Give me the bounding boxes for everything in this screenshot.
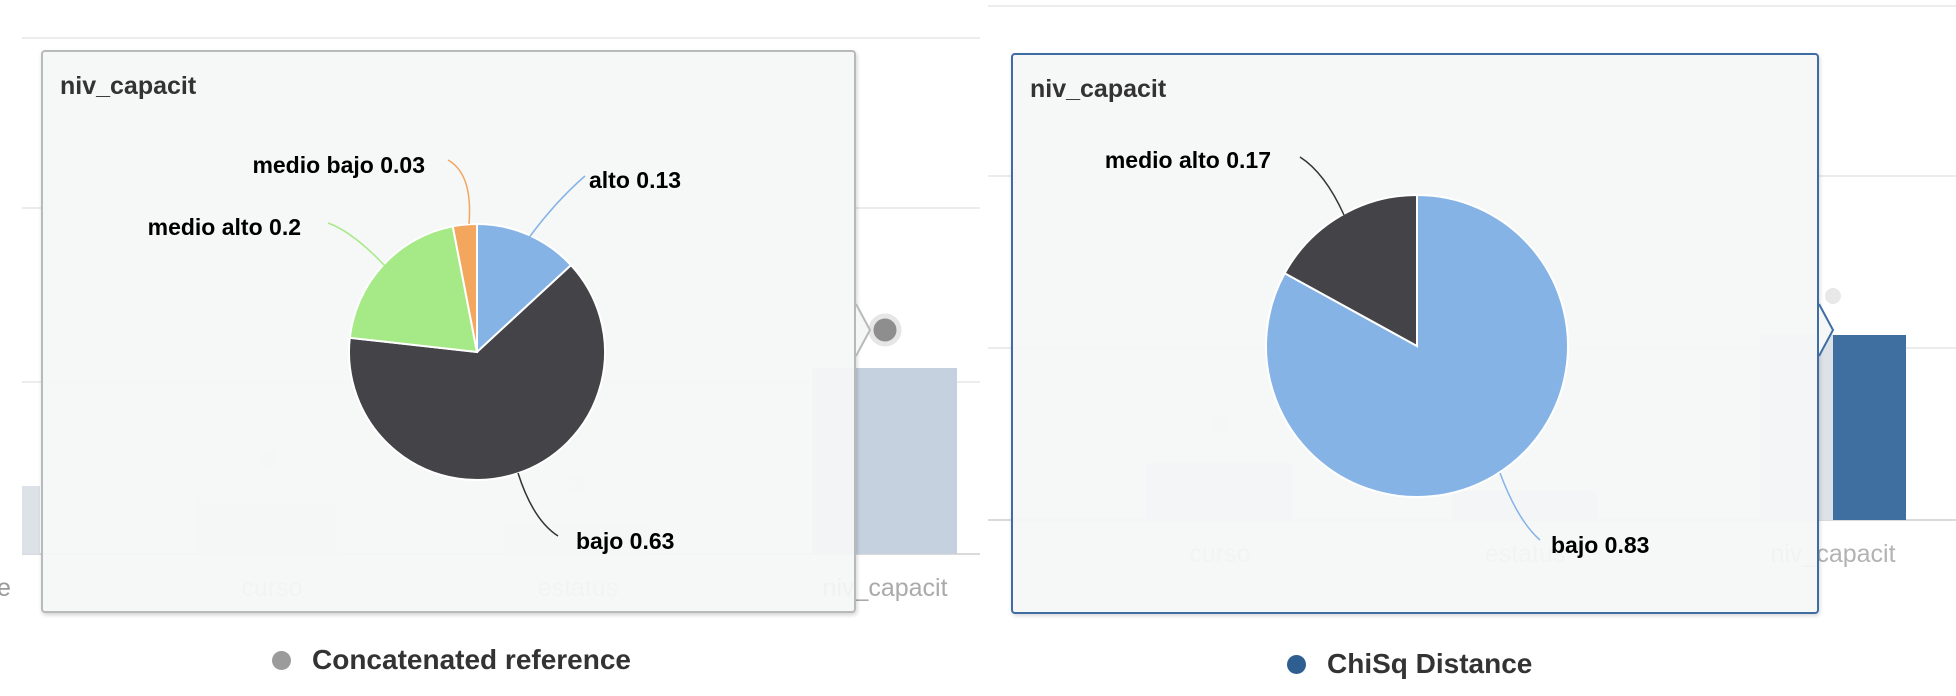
pie-slice-alto[interactable]	[476, 222, 573, 355]
tooltip-title: niv_capacit	[1030, 75, 1167, 103]
leader-line-medio-alto	[327, 222, 386, 267]
data-label-bajo: bajo 0.83	[1551, 532, 1649, 558]
chisq-bar-niv-capacit	[1833, 335, 1906, 520]
leader-line-medio-alto	[1299, 156, 1345, 216]
leader-line-alto	[527, 175, 586, 240]
leader-line-medio-bajo	[447, 159, 471, 225]
pie-chart-right: bajo 0.83 medio alto 0.17	[1105, 147, 1650, 558]
pie-slice-medio-alto[interactable]	[1283, 193, 1418, 348]
tooltip-pointer-right	[1818, 303, 1835, 357]
pie-tooltip-left: niv_capacit alto 0.13 bajo 0.63 medio alto…	[41, 50, 856, 613]
legend-item-chisq-distance[interactable]: ChiSq Distance	[1287, 648, 1532, 680]
right-chart-panel: curso estatus niv_capacit niv_capacit ba…	[988, 0, 1956, 696]
legend-marker-icon	[1287, 654, 1306, 674]
pie-tooltip-right: niv_capacit bajo 0.83 medio alto 0.17	[1011, 53, 1819, 614]
pie-slice-medio-bajo[interactable]	[451, 222, 478, 353]
tooltip-pointer-left	[855, 303, 872, 357]
legend-label: ChiSq Distance	[1327, 648, 1533, 679]
left-chart-panel: e curso estatus niv_capacit niv_capacit …	[0, 37, 980, 676]
ghost-bar-e	[22, 486, 40, 554]
tooltip-title: niv_capacit	[60, 72, 197, 100]
legend-label: Concatenated reference	[312, 644, 632, 675]
data-label-medio-bajo: medio bajo 0.03	[252, 152, 425, 178]
pie-slice-medio-alto[interactable]	[348, 225, 479, 354]
legend-item-concatenated-reference[interactable]: Concatenated reference	[272, 644, 631, 676]
axis-label-e: e	[0, 574, 11, 602]
panel-divider	[981, 0, 987, 696]
leader-line-bajo	[517, 472, 559, 537]
legend-marker-icon	[272, 650, 291, 670]
data-label-bajo: bajo 0.63	[576, 528, 674, 554]
pie-chart-left: alto 0.13 bajo 0.63 medio alto 0.2 medio ba…	[148, 152, 681, 554]
leader-line-bajo	[1499, 472, 1541, 541]
ghost-marker-niv-capacit	[1825, 288, 1841, 304]
data-label-medio-alto: medio alto 0.17	[1105, 147, 1271, 173]
data-label-alto: alto 0.13	[589, 167, 681, 193]
pie-slice-bajo[interactable]	[348, 263, 606, 481]
data-label-medio-alto: medio alto 0.2	[148, 214, 301, 240]
